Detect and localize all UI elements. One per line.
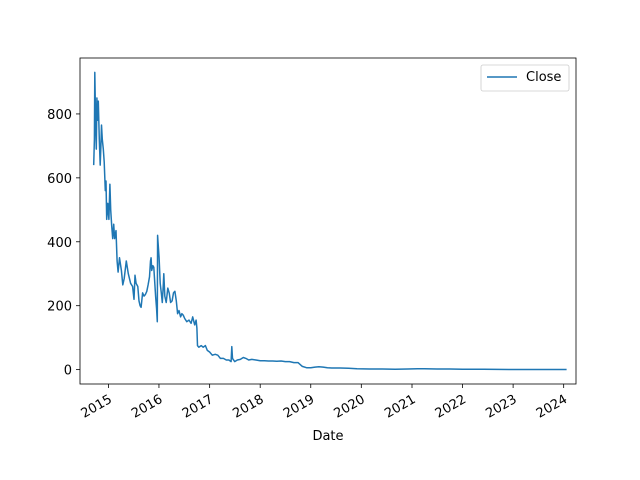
y-tick-label: 800	[47, 108, 72, 123]
x-tick-label: 2019	[281, 392, 317, 422]
x-tick-label: 2020	[332, 392, 368, 422]
y-tick-label: 0	[64, 364, 72, 379]
x-axis-label: Date	[312, 429, 343, 444]
x-tick-label: 2022	[433, 392, 469, 422]
x-tick-label: 2021	[382, 392, 418, 422]
close-series-line	[92, 71, 567, 371]
y-tick-label: 600	[47, 172, 72, 187]
legend: Close	[480, 64, 570, 92]
x-axis-ticks: 2015 2016 2017 2018 2019 2020 2021 2022 2023 2024	[79, 384, 570, 422]
legend-box	[480, 64, 570, 92]
x-tick-label: 2023	[483, 392, 519, 422]
x-tick-label: 2015	[79, 392, 115, 422]
plot-frame	[79, 57, 577, 385]
legend-label-close: Close	[526, 70, 561, 85]
x-tick-label: 2017	[180, 392, 216, 422]
x-tick-label: 2018	[230, 392, 266, 422]
x-tick-label: 2024	[534, 392, 570, 422]
y-tick-label: 400	[47, 236, 72, 251]
x-tick-label: 2016	[129, 392, 165, 422]
y-tick-label: 200	[47, 300, 72, 315]
y-axis-ticks: 0 200 400 600 800	[47, 108, 80, 379]
